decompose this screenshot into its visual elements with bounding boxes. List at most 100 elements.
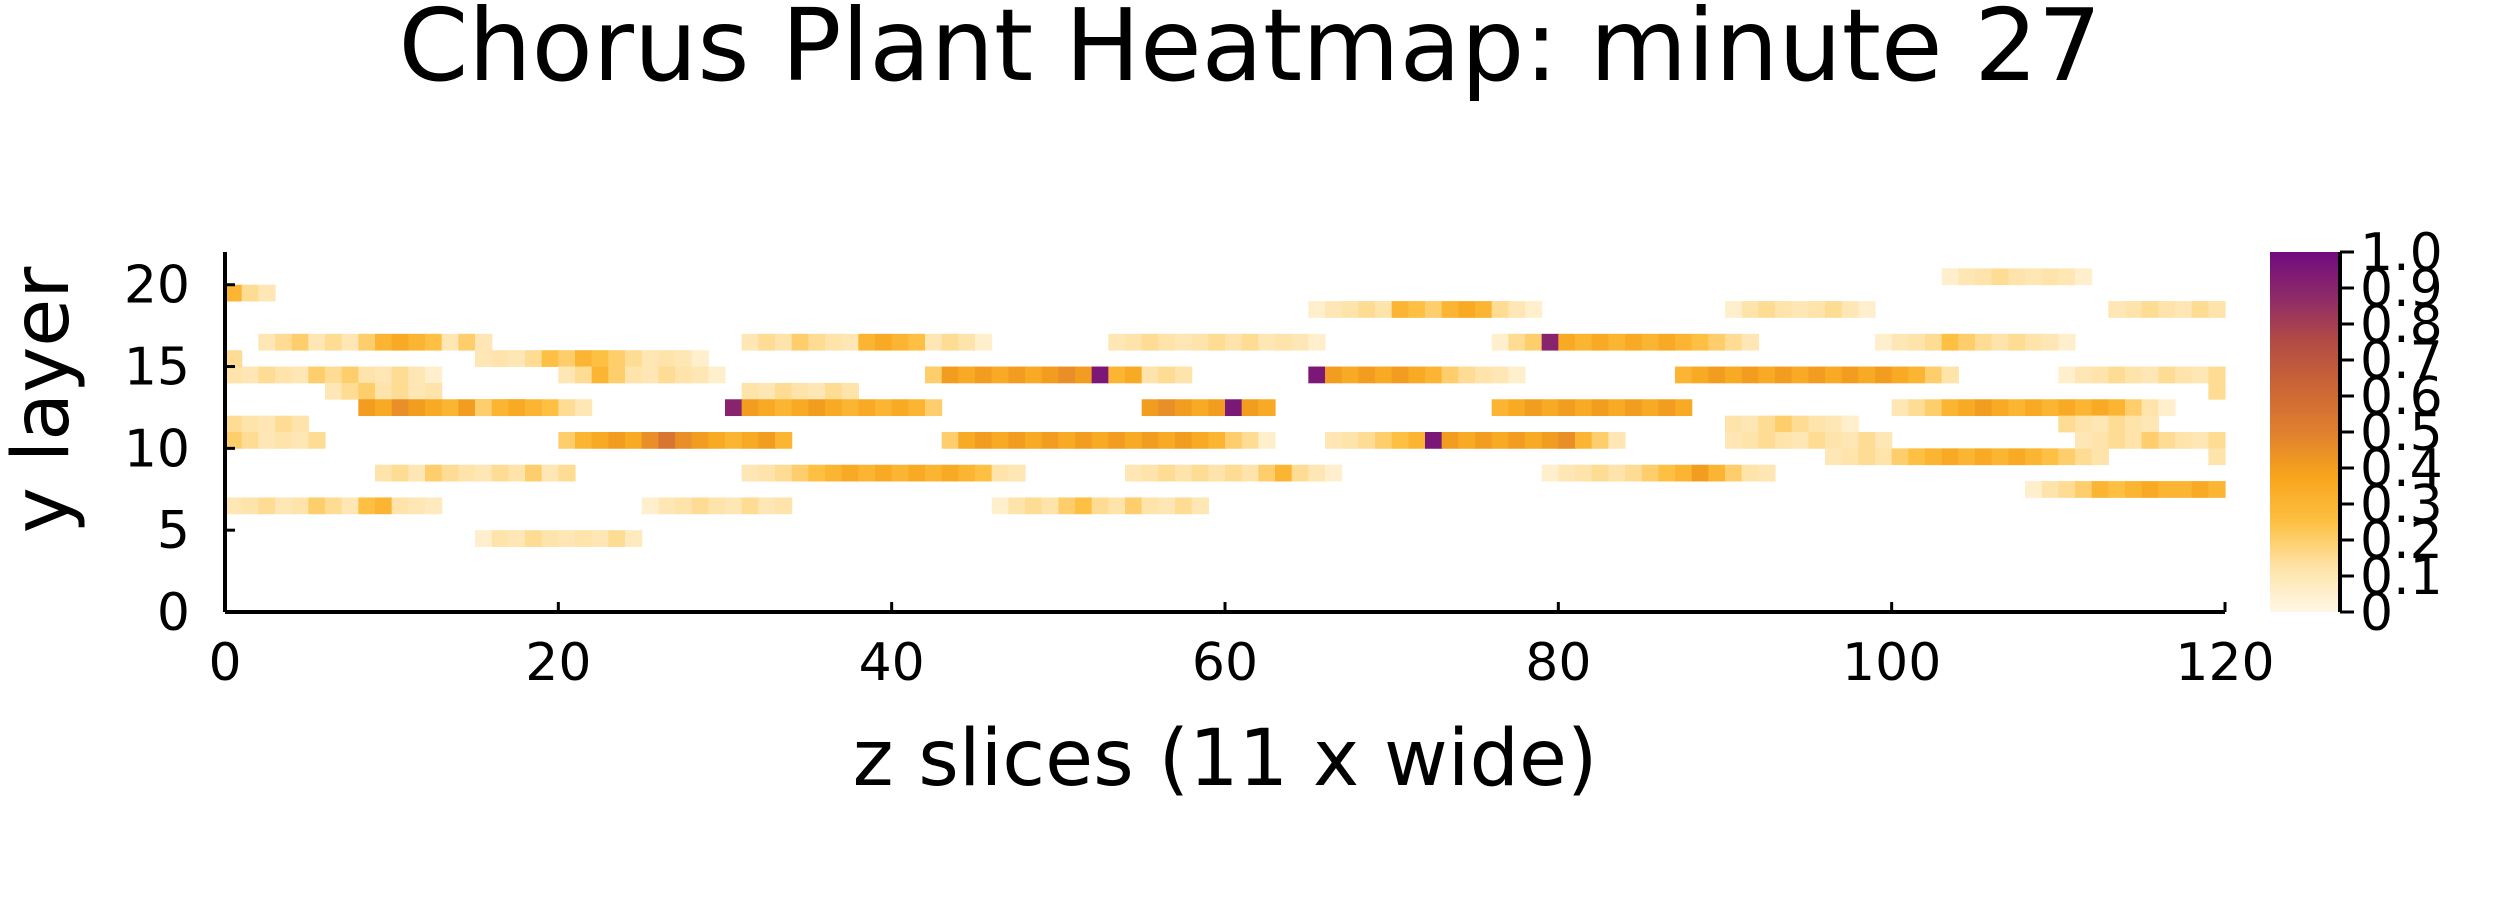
heatmap-cell [808,333,826,351]
heatmap-cell [925,464,943,482]
heatmap-cell [758,333,776,351]
heatmap-cell [241,284,259,302]
heatmap-cell [1391,366,1409,384]
heatmap-cell [275,432,293,449]
heatmap-cell [1041,366,1059,384]
heatmap-cell [1375,366,1393,384]
heatmap-cell [1258,464,1276,482]
heatmap-cell [2108,481,2126,498]
heatmap-cell [2041,399,2059,417]
heatmap-cell [1675,366,1693,384]
heatmap-cell [2108,399,2126,417]
heatmap-cell [308,333,326,351]
heatmap-cell [808,382,826,400]
heatmap-cell [1408,432,1426,449]
heatmap-cell [2158,432,2176,449]
heatmap-cell [1058,432,1076,449]
heatmap-cell [1525,399,1543,417]
y-tick-label: 10 [124,419,190,479]
colorbar-tick-label: 0.5 [2360,403,2443,463]
heatmap-cell [791,382,809,400]
heatmap-cell [1708,366,1726,384]
heatmap-cell [1291,333,1309,351]
heatmap-cell [391,497,409,515]
heatmap-cell [558,350,576,367]
heatmap-cell [1508,333,1526,351]
heatmap-cell [1491,432,1509,449]
heatmap-cell [991,432,1009,449]
heatmap-cell [1075,366,1093,384]
heatmap-cell [1225,432,1243,449]
x-tick-label: 40 [859,633,925,693]
heatmap-cell [825,399,843,417]
heatmap-cell [725,432,743,449]
heatmap-cell [1691,333,1709,351]
heatmap-cell [1608,464,1626,482]
heatmap-cell [1391,301,1409,318]
heatmap-cell [1991,399,2009,417]
heatmap-cell [1791,432,1809,449]
heatmap-cell [1658,399,1676,417]
heatmap-cell [1408,301,1426,318]
heatmap-cell [1508,399,1526,417]
colorbar-tick-label: 0.9 [2360,259,2443,319]
heatmap-cell [908,464,926,482]
heatmap-cell [458,399,476,417]
heatmap-cell [791,399,809,417]
heatmap-cell [2041,481,2059,498]
heatmap-cell [325,382,343,400]
heatmap-cell [1741,333,1759,351]
heatmap-cell [275,333,293,351]
heatmap-cell [2008,333,2026,351]
heatmap-cell [1908,399,1926,417]
heatmap-cell [591,530,609,547]
heatmap-cell [675,432,693,449]
heatmap-cell [475,350,493,367]
heatmap-cell [491,399,509,417]
heatmap-cell [458,464,476,482]
heatmap-cell [975,432,993,449]
heatmap-cell [908,399,926,417]
heatmap-cell [941,366,959,384]
heatmap-cell [1641,399,1659,417]
heatmap-cell [741,464,759,482]
heatmap-cell [2025,481,2043,498]
heatmap-cell [1108,366,1126,384]
heatmap-cell [1391,432,1409,449]
heatmap-cell [2141,415,2159,433]
x-tick-label: 0 [208,633,241,693]
heatmap-cell [675,350,693,367]
heatmap-cell [1175,333,1193,351]
y-tick-label: 0 [157,583,190,643]
heatmap-cell [1708,333,1726,351]
heatmap-cell [841,382,859,400]
heatmap-cell [1508,366,1526,384]
colorbar-tick-label: 1.0 [2360,223,2443,283]
heatmap-cell [2141,366,2159,384]
heatmap-cell [1008,366,1026,384]
heatmap-cell [1208,464,1226,482]
heatmap-cell [925,399,943,417]
heatmap-cell [1291,464,1309,482]
heatmap-cell [1675,399,1693,417]
heatmap-cell [1575,333,1593,351]
heatmap-cell [2075,399,2093,417]
heatmap-cell [541,399,559,417]
heatmap-cell [375,333,393,351]
heatmap-cell [1025,432,1043,449]
heatmap-cell [1525,301,1543,318]
heatmap-cell [1141,432,1159,449]
heatmap-cell [558,399,576,417]
heatmap-cell [1875,366,1893,384]
heatmap-cell [1575,432,1593,449]
heatmap-cell [1425,432,1443,449]
heatmap-cell [2058,268,2076,286]
heatmap-cell [225,366,243,384]
heatmap-cell [1558,333,1576,351]
heatmap-cell [1441,432,1459,449]
heatmap-cell [1741,366,1759,384]
heatmap-cell [1875,432,1893,449]
heatmap-cell [1758,464,1776,482]
heatmap-cell [875,464,893,482]
